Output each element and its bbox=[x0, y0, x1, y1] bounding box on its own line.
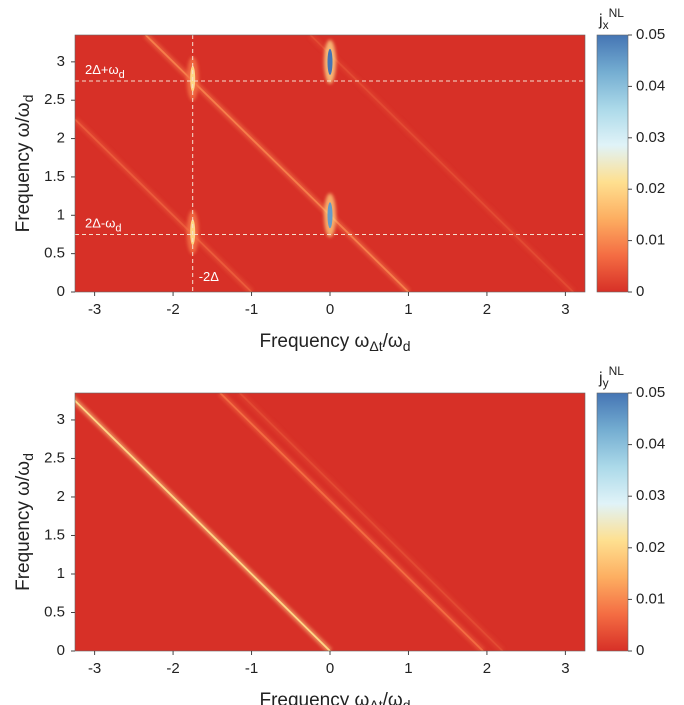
spot bbox=[327, 48, 333, 75]
subscript: Δt bbox=[369, 338, 382, 354]
label-text: -2Δ bbox=[199, 269, 220, 284]
x-tick-label: -1 bbox=[245, 301, 258, 318]
x-tick-label: 1 bbox=[404, 660, 412, 677]
colorbar-tick-label: 0.02 bbox=[636, 180, 665, 197]
colorbar-tick-label: 0 bbox=[636, 642, 644, 659]
y-tick-label: 1.5 bbox=[44, 168, 65, 185]
x-axis-label: Frequency ωΔt/ωd bbox=[259, 331, 410, 354]
x-tick-label: 3 bbox=[561, 660, 569, 677]
colorbar-tick-label: 0.02 bbox=[636, 539, 665, 556]
y-tick-label: 0 bbox=[57, 642, 65, 659]
x-tick-label: -2 bbox=[166, 660, 179, 677]
x-tick-label: 2 bbox=[483, 660, 491, 677]
y-tick-label: 0.5 bbox=[44, 603, 65, 620]
x-tick-label: 0 bbox=[326, 301, 334, 318]
y-tick-label: 1.5 bbox=[44, 526, 65, 543]
colorbar-tick-label: 0.05 bbox=[636, 384, 665, 401]
colorbar-tick-label: 0 bbox=[636, 283, 644, 300]
heatmap-background bbox=[75, 393, 585, 651]
y-tick-label: 2 bbox=[57, 488, 65, 505]
streak bbox=[219, 393, 484, 651]
subscript: Δt bbox=[369, 697, 382, 705]
colorbar bbox=[596, 34, 629, 293]
label-text: Frequency ω bbox=[259, 331, 369, 352]
x-tick-label: 0 bbox=[326, 660, 334, 677]
label-text: 2Δ-ω bbox=[85, 216, 115, 231]
line-label: 2Δ-ωd bbox=[85, 216, 122, 234]
colorbar bbox=[596, 392, 629, 652]
x-tick-label: -2 bbox=[166, 301, 179, 318]
y-tick-label: 3 bbox=[57, 53, 65, 70]
y-tick-label: 2.5 bbox=[44, 449, 65, 466]
colorbar-tick-label: 0.04 bbox=[636, 436, 665, 453]
x-tick-label: 1 bbox=[404, 301, 412, 318]
colorbar-tick-label: 0.03 bbox=[636, 129, 665, 146]
colorbar-label: jyNL bbox=[598, 364, 624, 390]
colorbar-tick-label: 0.01 bbox=[636, 232, 665, 249]
superscript: NL bbox=[609, 364, 625, 378]
y-axis-label: Frequency ω/ωd bbox=[13, 95, 36, 233]
superscript: NL bbox=[609, 6, 625, 20]
y-tick-label: 1 bbox=[57, 206, 65, 223]
label-text: j bbox=[598, 370, 603, 387]
label-text: Frequency ω bbox=[259, 690, 369, 705]
streak bbox=[75, 118, 253, 292]
label-text: /ω bbox=[383, 690, 403, 705]
y-tick-label: 1 bbox=[57, 565, 65, 582]
subscript: x bbox=[603, 18, 609, 32]
label-text: Frequency ω/ω bbox=[13, 461, 34, 591]
y-tick-label: 3 bbox=[57, 411, 65, 428]
subscript: d bbox=[115, 222, 121, 234]
x-tick-label: 2 bbox=[483, 301, 491, 318]
spot bbox=[327, 202, 333, 229]
colorbar-label: jxNL bbox=[598, 6, 624, 32]
streak bbox=[239, 393, 504, 651]
y-tick-label: 0.5 bbox=[44, 245, 65, 262]
label-text: 2Δ+ω bbox=[85, 62, 119, 77]
subscript: d bbox=[119, 69, 125, 81]
subscript: d bbox=[20, 95, 36, 103]
colorbar-tick-label: 0.03 bbox=[636, 487, 665, 504]
label-text: j bbox=[598, 12, 603, 29]
label-text: Frequency ω/ω bbox=[13, 102, 34, 232]
x-axis-label: Frequency ωΔt/ωd bbox=[259, 690, 410, 705]
subscript: y bbox=[603, 376, 609, 390]
streak bbox=[75, 399, 331, 651]
y-tick-label: 2 bbox=[57, 130, 65, 147]
x-tick-label: -3 bbox=[88, 301, 101, 318]
colorbar-tick-label: 0.04 bbox=[636, 77, 665, 94]
colorbar-tick-label: 0.05 bbox=[636, 26, 665, 43]
label-text: /ω bbox=[383, 331, 403, 352]
x-tick-label: -3 bbox=[88, 660, 101, 677]
subscript: d bbox=[403, 697, 411, 705]
y-tick-label: 2.5 bbox=[44, 91, 65, 108]
line-label: -2Δ bbox=[199, 269, 220, 284]
subscript: d bbox=[403, 338, 411, 354]
x-tick-label: 3 bbox=[561, 301, 569, 318]
y-axis-label: Frequency ω/ωd bbox=[13, 453, 36, 591]
y-tick-label: 0 bbox=[57, 283, 65, 300]
colorbar-tick-label: 0.01 bbox=[636, 590, 665, 607]
streak bbox=[309, 35, 574, 292]
subscript: d bbox=[20, 453, 36, 461]
line-label: 2Δ+ωd bbox=[85, 62, 125, 80]
x-tick-label: -1 bbox=[245, 660, 258, 677]
plot-area bbox=[75, 393, 505, 651]
